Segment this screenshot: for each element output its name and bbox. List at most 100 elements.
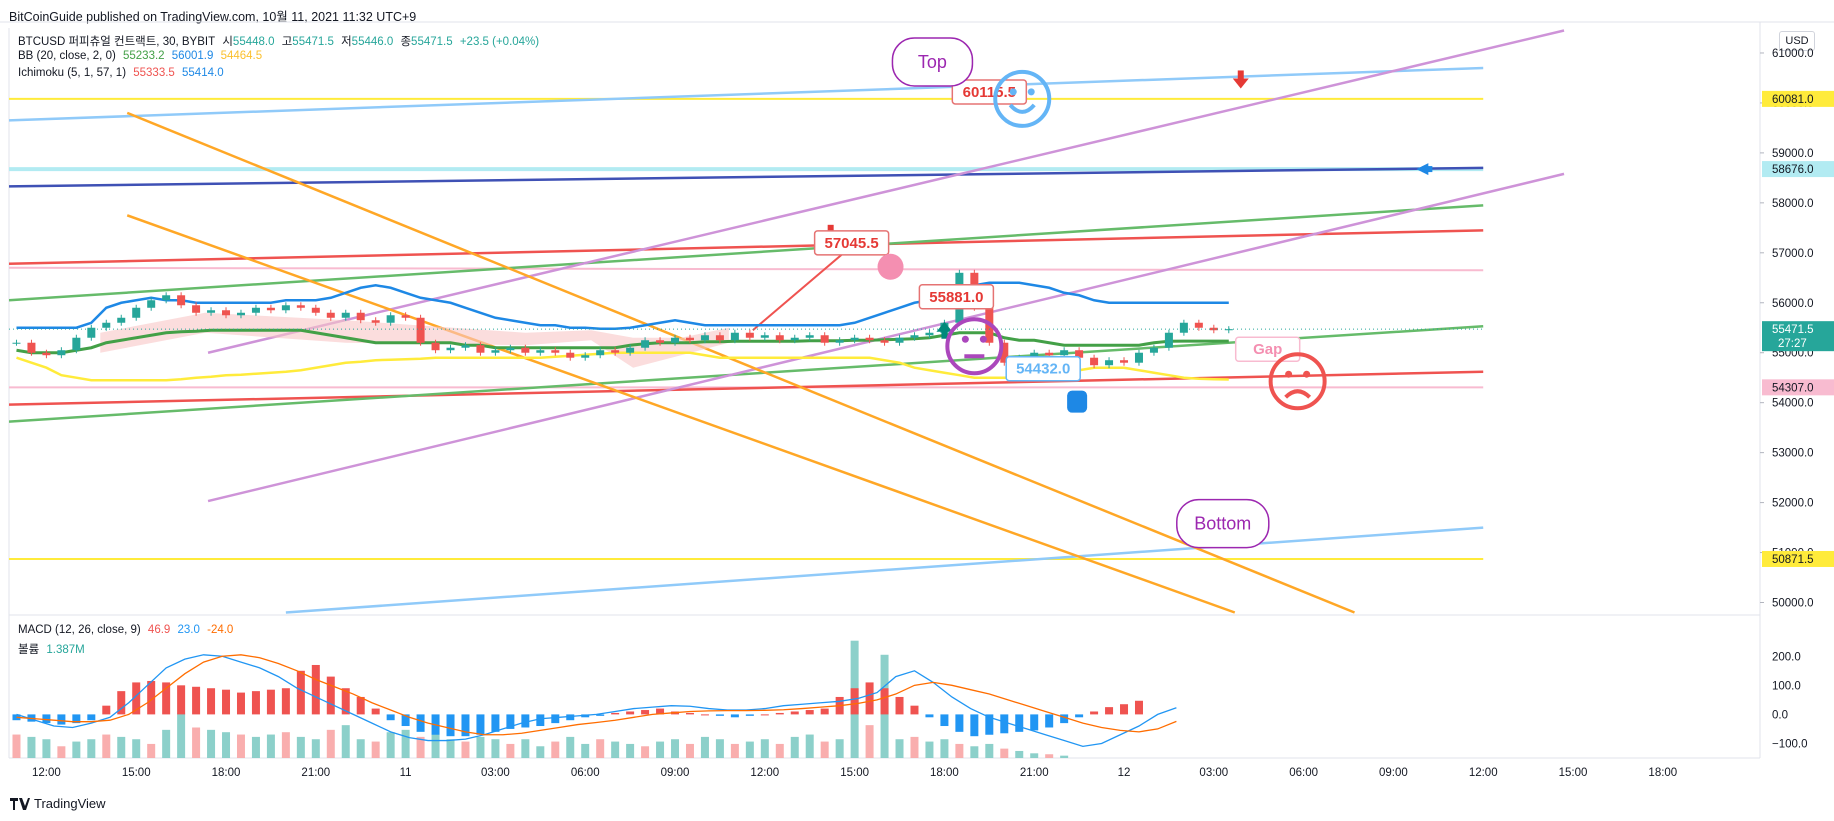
candle-body[interactable]: [87, 327, 96, 338]
trendline-lavender-bottom[interactable]: [207, 172, 1565, 503]
candle-body[interactable]: [1164, 332, 1173, 348]
legend-macd-label[interactable]: MACD (12, 26, close, 9): [18, 624, 141, 636]
candle-body[interactable]: [431, 342, 440, 351]
candle-body[interactable]: [1045, 352, 1054, 356]
candle-body[interactable]: [1060, 350, 1069, 356]
candle-body[interactable]: [222, 310, 231, 316]
trendline-blue-bottom[interactable]: [285, 526, 1484, 614]
candle-body[interactable]: [311, 307, 320, 313]
candle-body[interactable]: [102, 322, 111, 328]
candle-body[interactable]: [850, 337, 859, 341]
trendline-blue-top[interactable]: [9, 66, 1484, 122]
price-note-box[interactable]: [813, 230, 890, 256]
candle-body[interactable]: [865, 337, 874, 341]
candle-body[interactable]: [1075, 350, 1084, 358]
candle-body[interactable]: [685, 337, 694, 341]
candle-body[interactable]: [656, 340, 665, 343]
candle-body[interactable]: [236, 312, 245, 316]
candle-body[interactable]: [356, 312, 365, 321]
candle-body[interactable]: [476, 345, 485, 353]
candle-body[interactable]: [521, 347, 530, 353]
candle-body[interactable]: [566, 352, 575, 358]
candle-body[interactable]: [1090, 357, 1099, 366]
candle-body[interactable]: [296, 305, 305, 308]
candle-body[interactable]: [1224, 329, 1233, 331]
candle-body[interactable]: [641, 340, 650, 348]
candle-body[interactable]: [611, 350, 620, 353]
candle-body[interactable]: [42, 352, 51, 356]
candle-body[interactable]: [805, 335, 814, 338]
speech-bubble[interactable]: [1176, 498, 1270, 549]
trendline-navy[interactable]: [9, 166, 1484, 188]
candle-body[interactable]: [1120, 360, 1129, 363]
trendline-green-top[interactable]: [9, 204, 1484, 302]
trendline-red-top[interactable]: [9, 229, 1484, 266]
candle-body[interactable]: [760, 335, 769, 338]
projection-arrow-line[interactable]: [752, 253, 844, 332]
candle-body[interactable]: [1194, 322, 1203, 328]
down-arrow-icon[interactable]: [1232, 78, 1249, 89]
legend-symbol[interactable]: BTCUSD 퍼피츄얼 컨트랙트, 30, BYBIT: [18, 36, 216, 48]
price-note-box[interactable]: [918, 284, 995, 310]
candle-body[interactable]: [775, 335, 784, 341]
price-note-box[interactable]: [1234, 336, 1301, 362]
trendline-orange-top[interactable]: [126, 111, 1355, 614]
candle-body[interactable]: [27, 342, 36, 353]
candle-body[interactable]: [715, 335, 724, 341]
candle-body[interactable]: [386, 315, 395, 323]
candle-body[interactable]: [57, 350, 66, 356]
legend-bb-label[interactable]: BB (20, close, 2, 0): [18, 50, 116, 62]
candle-body[interactable]: [910, 335, 919, 338]
candle-body[interactable]: [177, 295, 186, 306]
candle-body[interactable]: [835, 340, 844, 343]
candle-body[interactable]: [790, 337, 799, 341]
candle-body[interactable]: [925, 332, 934, 336]
candle-body[interactable]: [551, 350, 560, 353]
candle-body[interactable]: [1179, 322, 1188, 333]
candle-body[interactable]: [446, 347, 455, 351]
candle-body[interactable]: [416, 317, 425, 343]
candle-body[interactable]: [326, 312, 335, 318]
candle-body[interactable]: [581, 355, 590, 358]
candle-body[interactable]: [401, 315, 410, 318]
candle-body[interactable]: [671, 337, 680, 343]
trendline-orange-bottom[interactable]: [126, 214, 1236, 614]
candle-body[interactable]: [281, 305, 290, 311]
candle-body[interactable]: [880, 340, 889, 343]
candle-body[interactable]: [12, 342, 21, 344]
candle-body[interactable]: [626, 347, 635, 353]
price-note-box[interactable]: [951, 79, 1028, 105]
candle-body[interactable]: [341, 312, 350, 318]
candle-body[interactable]: [132, 307, 141, 318]
legend-ichimoku-label[interactable]: Ichimoku (5, 1, 57, 1): [18, 67, 127, 79]
candle-body[interactable]: [596, 350, 605, 356]
footer-brand[interactable]: TradingView: [34, 796, 106, 811]
candle-body[interactable]: [1000, 342, 1009, 363]
candle-body[interactable]: [506, 347, 515, 351]
candle-body[interactable]: [371, 320, 380, 323]
candle-body[interactable]: [147, 300, 156, 308]
candle-body[interactable]: [820, 335, 829, 343]
candle-body[interactable]: [1149, 347, 1158, 353]
hline-pink-upper[interactable]: [9, 266, 1484, 272]
candle-body[interactable]: [192, 305, 201, 313]
legend-volume-label[interactable]: 볼륨: [18, 644, 40, 656]
candle-body[interactable]: [461, 345, 470, 348]
candle-body[interactable]: [1134, 352, 1143, 363]
up-arrow-icon[interactable]: [936, 321, 953, 332]
candle-body[interactable]: [700, 335, 709, 341]
candle-body[interactable]: [117, 317, 126, 323]
candle-body[interactable]: [491, 350, 500, 353]
candle-body[interactable]: [895, 337, 904, 343]
candle-body[interactable]: [251, 307, 260, 313]
candle-body[interactable]: [536, 350, 545, 353]
candle-body[interactable]: [207, 310, 216, 313]
candle-body[interactable]: [1030, 352, 1039, 358]
price-note-box[interactable]: [1005, 355, 1081, 382]
trendline-red-bottom[interactable]: [9, 370, 1484, 406]
candle-body[interactable]: [162, 295, 171, 301]
speech-bubble[interactable]: [891, 37, 974, 87]
candle-body[interactable]: [745, 332, 754, 338]
trendline-lavender-top[interactable]: [207, 29, 1565, 354]
